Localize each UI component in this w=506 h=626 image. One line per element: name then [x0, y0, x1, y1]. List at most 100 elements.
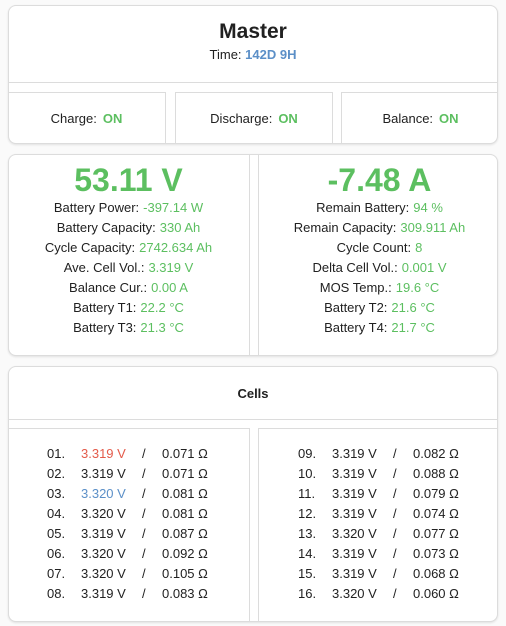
cell-separator: /	[142, 506, 146, 521]
charge-label: Charge:	[50, 111, 97, 126]
cells-card: Cells 01. 3.319 V / 0.071 Ω 02. 3.319 V / 0.071…	[8, 366, 498, 622]
stat-value: 330 Ah	[159, 220, 201, 235]
cell-voltage: 3.320 V	[81, 486, 126, 501]
cell-voltage: 3.319 V	[332, 446, 377, 461]
cell-voltage: 3.319 V	[81, 466, 126, 481]
cell-row: 11. 3.319 V / 0.079 Ω	[259, 484, 497, 504]
cell-voltage: 3.320 V	[332, 526, 377, 541]
cell-voltage: 3.319 V	[332, 466, 377, 481]
cell-resistance: 0.079 Ω	[413, 486, 459, 501]
charge-value: ON	[102, 111, 123, 126]
header-title-section: Master Time: 142D 9H	[9, 6, 497, 83]
cell-resistance: 0.060 Ω	[413, 586, 459, 601]
stat-label: Remain Battery:	[316, 200, 410, 215]
stat-label: Battery T2:	[324, 300, 388, 315]
cell-separator: /	[142, 526, 146, 541]
balance-label: Balance:	[382, 111, 434, 126]
cell-row: 06. 3.320 V / 0.092 Ω	[9, 544, 249, 564]
cell-resistance: 0.071 Ω	[162, 446, 208, 461]
cell-index: 02.	[47, 466, 66, 481]
cell-row: 05. 3.319 V / 0.087 Ω	[9, 524, 249, 544]
cell-row: 14. 3.319 V / 0.073 Ω	[259, 544, 497, 564]
stat-row: Remain Capacity: 309.911 Ah	[259, 218, 497, 238]
cell-row: 02. 3.319 V / 0.071 Ω	[9, 464, 249, 484]
stat-value: 0.00 A	[151, 280, 188, 295]
cell-row: 13. 3.320 V / 0.077 Ω	[259, 524, 497, 544]
stat-label: Battery T1:	[73, 300, 137, 315]
cell-separator: /	[393, 546, 397, 561]
balance-value: ON	[439, 111, 459, 126]
cell-index: 04.	[47, 506, 66, 521]
cell-separator: /	[142, 566, 146, 581]
cell-resistance: 0.081 Ω	[162, 486, 208, 501]
stat-row: Battery T1: 22.2 °C	[9, 298, 249, 318]
cell-voltage: 3.319 V	[332, 566, 377, 581]
cell-resistance: 0.073 Ω	[413, 546, 459, 561]
cell-voltage: 3.320 V	[81, 506, 126, 521]
cell-separator: /	[142, 546, 146, 561]
cell-row: 01. 3.319 V / 0.071 Ω	[9, 444, 249, 464]
stat-row: Battery Power: -397.14 W	[9, 198, 249, 218]
stat-label: Battery Capacity:	[56, 220, 156, 235]
cell-separator: /	[142, 586, 146, 601]
uptime-value: 142D 9H	[245, 47, 297, 62]
cell-index: 11.	[298, 486, 316, 501]
balance-status[interactable]: Balance: ON	[341, 92, 497, 143]
cell-voltage: 3.319 V	[81, 526, 126, 541]
cell-index: 14.	[298, 546, 317, 561]
cell-resistance: 0.088 Ω	[413, 466, 459, 481]
cell-voltage: 3.319 V	[332, 486, 377, 501]
stat-row: Cycle Count: 8	[259, 238, 497, 258]
cell-index: 07.	[47, 566, 66, 581]
cells-left-column: 01. 3.319 V / 0.071 Ω 02. 3.319 V / 0.071 Ω 03. 3…	[9, 428, 250, 621]
cell-index: 08.	[47, 586, 66, 601]
stat-value: -397.14 W	[143, 200, 204, 215]
stat-value: 309.911 Ah	[400, 220, 466, 235]
cell-row: 15. 3.319 V / 0.068 Ω	[259, 564, 497, 584]
cell-voltage: 3.320 V	[81, 566, 126, 581]
stat-value: 19.6 °C	[395, 280, 440, 295]
stat-row: Battery T2: 21.6 °C	[259, 298, 497, 318]
status-toggles: Charge: ON Discharge: ON Balance: ON	[9, 92, 497, 143]
stat-value: 94 %	[413, 200, 443, 215]
stat-value: 2742.634 Ah	[139, 240, 213, 255]
discharge-status[interactable]: Discharge: ON	[175, 92, 333, 143]
stat-value: 22.2 °C	[140, 300, 184, 315]
stat-label: Cycle Capacity:	[44, 240, 136, 255]
cell-row: 03. 3.320 V / 0.081 Ω	[9, 484, 249, 504]
stat-label: Ave. Cell Vol.:	[63, 260, 145, 275]
stat-row: Remain Battery: 94 %	[259, 198, 497, 218]
cell-resistance: 0.082 Ω	[413, 446, 459, 461]
stat-row: Battery Capacity: 330 Ah	[9, 218, 249, 238]
cell-row: 04. 3.320 V / 0.081 Ω	[9, 504, 249, 524]
cell-voltage: 3.319 V	[81, 446, 126, 461]
cell-separator: /	[393, 566, 397, 581]
cell-separator: /	[393, 486, 397, 501]
cell-separator: /	[142, 446, 146, 461]
cell-resistance: 0.087 Ω	[162, 526, 208, 541]
stat-row: Cycle Capacity: 2742.634 Ah	[9, 238, 249, 258]
uptime-label: Time:	[209, 47, 242, 62]
cell-index: 10.	[298, 466, 317, 481]
cell-row: 12. 3.319 V / 0.074 Ω	[259, 504, 497, 524]
stats-left-column: 53.11 V Battery Power: -397.14 W Battery C…	[9, 155, 250, 355]
stat-label: Battery T3:	[73, 320, 137, 335]
stat-label: Remain Capacity:	[293, 220, 397, 235]
stat-value: 3.319 V	[148, 260, 194, 275]
stat-value: 21.6 °C	[391, 300, 435, 315]
stats-right-column: -7.48 A Remain Battery: 94 % Remain Capaci…	[258, 155, 497, 355]
stats-card: 53.11 V Battery Power: -397.14 W Battery C…	[8, 154, 498, 356]
charge-status[interactable]: Charge: ON	[9, 92, 166, 143]
cell-resistance: 0.081 Ω	[162, 506, 208, 521]
cell-separator: /	[393, 586, 397, 601]
discharge-label: Discharge:	[210, 111, 273, 126]
cells-right-column: 09. 3.319 V / 0.082 Ω 10. 3.319 V / 0.088 Ω 11. 3…	[258, 428, 497, 621]
cell-separator: /	[393, 506, 397, 521]
stat-value: 8	[415, 240, 423, 255]
cell-resistance: 0.074 Ω	[413, 506, 459, 521]
cell-index: 03.	[47, 486, 66, 501]
stat-label: Battery T4:	[324, 320, 388, 335]
cell-resistance: 0.092 Ω	[162, 546, 208, 561]
stat-row: Battery T4: 21.7 °C	[259, 318, 497, 338]
stat-label: Cycle Count:	[336, 240, 412, 255]
